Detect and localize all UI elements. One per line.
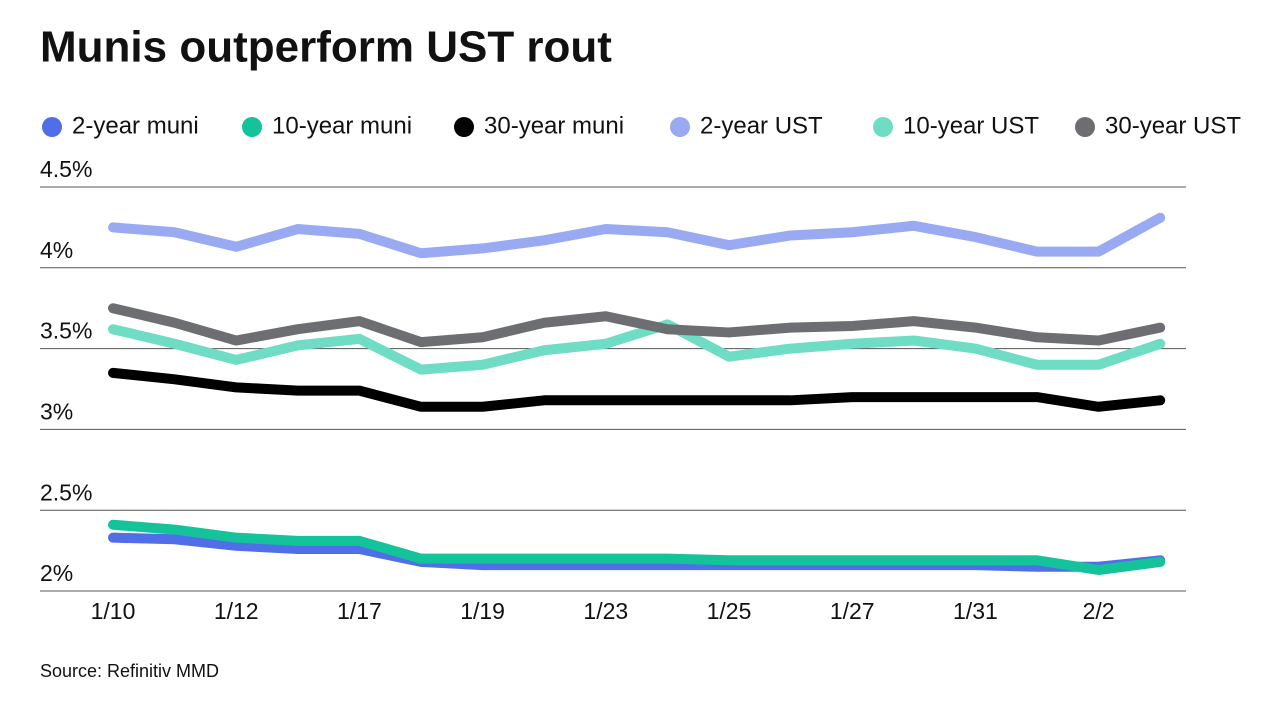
legend-label: 30-year UST: [1105, 112, 1241, 139]
x-tick-label: 1/17: [337, 598, 382, 624]
chart-title: Munis outperform UST rout: [40, 23, 612, 72]
legend-marker: [454, 117, 474, 137]
legend-marker: [242, 117, 262, 137]
series-line: [108, 303, 1166, 348]
x-tick-label: 1/12: [214, 598, 259, 624]
legend-label: 2-year muni: [72, 112, 199, 139]
series-line: [108, 319, 1166, 375]
y-tick-label: 3.5%: [40, 318, 92, 344]
series-line: [108, 532, 1166, 572]
y-tick-label: 2.5%: [40, 479, 92, 505]
x-tick-label: 1/10: [91, 598, 136, 624]
legend-label: 10-year muni: [272, 112, 412, 139]
source: Source: Refinitiv MMD: [40, 661, 219, 681]
legend-label: 2-year UST: [700, 112, 823, 139]
y-tick-label: 2%: [40, 560, 73, 586]
legend-marker: [873, 117, 893, 137]
series-line: [108, 367, 1166, 412]
series-line: [108, 519, 1166, 575]
legend-marker: [670, 117, 690, 137]
x-tick-label: 1/27: [830, 598, 875, 624]
y-tick-label: 3%: [40, 398, 73, 424]
x-tick-label: 1/25: [707, 598, 752, 624]
series-line: [108, 212, 1166, 259]
x-tick-label: 1/31: [953, 598, 998, 624]
x-tick-label: 2/2: [1083, 598, 1115, 624]
x-tick-label: 1/19: [460, 598, 505, 624]
legend-marker: [1075, 117, 1095, 137]
y-tick-label: 4%: [40, 237, 73, 263]
legend-marker: [42, 117, 62, 137]
y-tick-label: 4.5%: [40, 156, 92, 182]
legend-label: 10-year UST: [903, 112, 1039, 139]
legend-label: 30-year muni: [484, 112, 624, 139]
x-tick-label: 1/23: [583, 598, 628, 624]
